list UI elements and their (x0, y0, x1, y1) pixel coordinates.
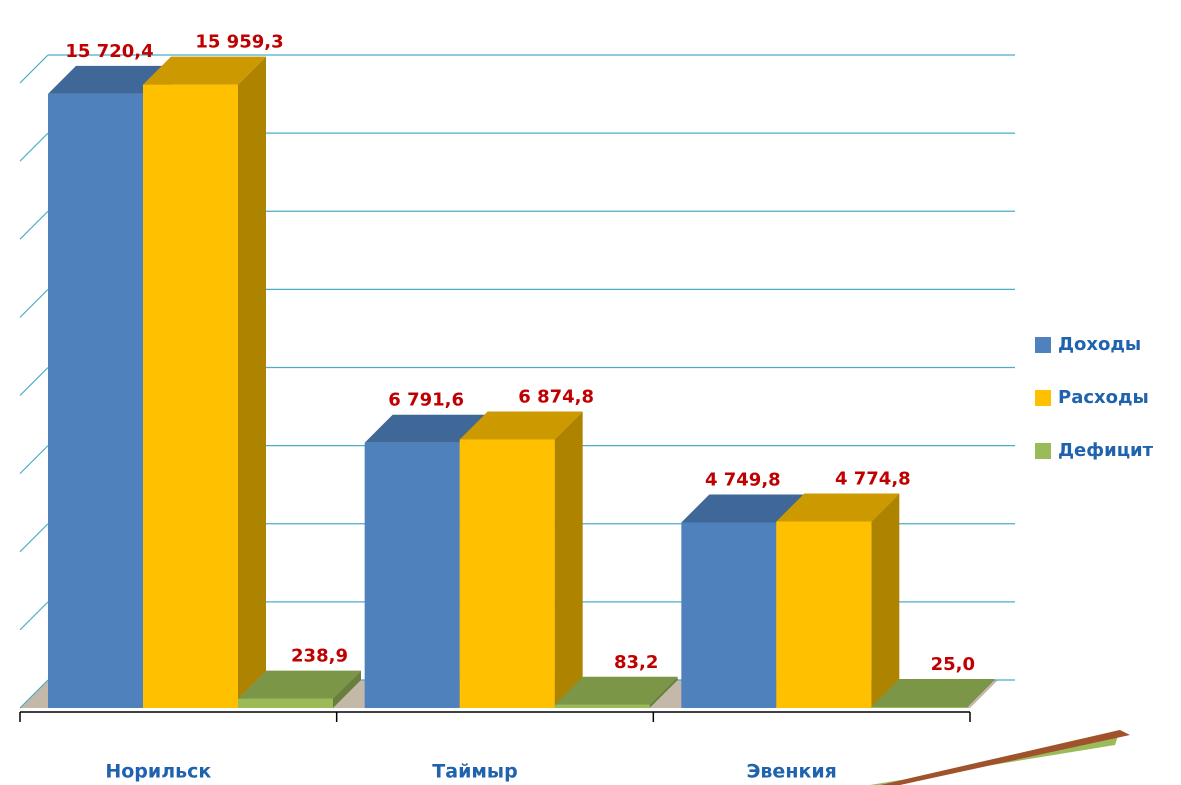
grid-line-side (19, 679, 49, 709)
legend-swatch (1035, 337, 1051, 353)
bar (776, 521, 872, 708)
decoration (870, 730, 1120, 785)
legend-label: Доходы (1058, 334, 1141, 355)
value-label: 25,0 (931, 654, 975, 675)
legend-swatch (1035, 443, 1051, 459)
value-label: 4 749,8 (705, 469, 781, 490)
value-label: 6 791,6 (388, 390, 464, 411)
bar-side (871, 493, 900, 708)
value-label: 83,2 (614, 652, 658, 673)
bar-top (554, 676, 678, 705)
bar-side (238, 56, 266, 708)
grid-line-side (19, 54, 49, 84)
bar (364, 442, 460, 708)
bar (143, 84, 238, 708)
value-label: 15 720,4 (65, 41, 153, 62)
bar-side (333, 670, 361, 708)
decoration (880, 730, 1130, 785)
x-tick-label: Таймыр (432, 761, 517, 783)
grid-line-side (19, 367, 49, 396)
x-tick-label: Норильск (105, 761, 211, 783)
bar (681, 522, 777, 708)
bar-side (649, 676, 678, 708)
value-label: 238,9 (291, 646, 348, 667)
bar-top (459, 411, 583, 440)
value-label: 4 774,8 (835, 468, 911, 489)
bar (871, 707, 967, 708)
bar-top (681, 494, 805, 523)
value-label: 6 874,8 (518, 386, 594, 407)
bar-side (554, 411, 583, 708)
bar-top (776, 493, 900, 522)
bar (554, 704, 650, 708)
legend-swatch (1035, 390, 1051, 406)
bar-side (966, 679, 995, 708)
bar-top (143, 56, 266, 85)
bar (48, 93, 143, 708)
grid-line-side (19, 132, 49, 162)
grid-line-side (19, 601, 49, 631)
legend-label: Дефицит (1058, 440, 1154, 461)
x-tick-label: Эвенкия (746, 761, 836, 783)
value-label: 15 959,3 (195, 32, 283, 53)
bar (238, 698, 333, 708)
bar (459, 439, 555, 708)
grid-line-side (19, 210, 49, 240)
bar-top (238, 670, 361, 699)
grid-line-side (19, 523, 49, 553)
bar-top (871, 679, 995, 708)
grid-line-side (19, 445, 49, 475)
bar-top (364, 414, 488, 443)
bar-top (48, 65, 171, 94)
legend-label: Расходы (1058, 387, 1149, 408)
grid-line-side (19, 288, 49, 318)
